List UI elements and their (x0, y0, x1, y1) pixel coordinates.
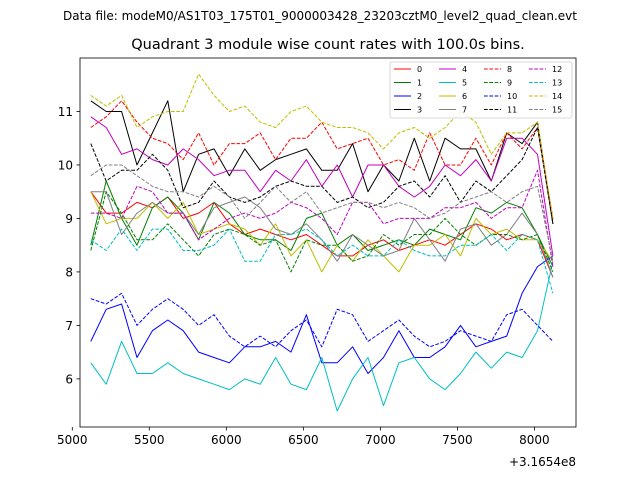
x-tick-label: 8000 (519, 433, 550, 447)
legend-label-10: 10 (507, 92, 517, 101)
series-line-14 (90, 73, 554, 219)
legend-label-11: 11 (507, 106, 517, 115)
legend-label-12: 12 (552, 65, 562, 74)
axes-frame (79, 57, 577, 428)
x-tick-label: 6500 (288, 433, 319, 447)
suptitle: Data file: modeM0/AS1T03_175T01_90000034… (63, 9, 577, 23)
legend-label-3: 3 (417, 106, 422, 115)
x-tick-label: 5000 (57, 433, 88, 447)
legend-label-8: 8 (507, 65, 512, 74)
x-tick-label: 7000 (365, 433, 396, 447)
series-line-10 (90, 292, 554, 348)
legend-label-1: 1 (417, 79, 422, 88)
y-tick-label: 11 (58, 105, 73, 119)
series-line-6 (90, 191, 554, 273)
series-line-1 (90, 180, 554, 267)
legend-label-7: 7 (462, 106, 467, 115)
legend-label-4: 4 (462, 65, 467, 74)
legend-label-0: 0 (417, 65, 422, 74)
legend-label-6: 6 (462, 92, 467, 101)
y-tick-label: 8 (65, 265, 73, 279)
x-tick-label: 7500 (442, 433, 473, 447)
series-layer (90, 73, 554, 412)
series-line-5 (90, 261, 554, 412)
series-line-2 (90, 255, 554, 374)
y-tick-label: 10 (58, 158, 73, 172)
chart-title: Quadrant 3 module wise count rates with … (131, 37, 525, 53)
x-offset-label: +3.1654e8 (509, 455, 576, 469)
legend-label-5: 5 (462, 79, 467, 88)
legend-label-14: 14 (552, 92, 562, 101)
x-tick-label: 5500 (134, 433, 165, 447)
series-line-15 (90, 164, 554, 262)
series-line-12 (90, 169, 554, 267)
legend-label-13: 13 (552, 79, 562, 88)
series-line-11 (90, 127, 554, 224)
y-tick-label: 6 (65, 372, 73, 386)
x-tick-label: 6000 (211, 433, 242, 447)
series-line-8 (90, 100, 554, 219)
legend-label-9: 9 (507, 79, 512, 88)
legend-label-2: 2 (417, 92, 422, 101)
series-line-13 (90, 228, 554, 294)
legend-frame (389, 61, 573, 119)
legend-label-15: 15 (552, 106, 562, 115)
series-line-3 (90, 100, 554, 224)
series-line-9 (90, 191, 554, 273)
y-tick-label: 7 (65, 319, 73, 333)
y-tick-label: 9 (65, 212, 73, 226)
